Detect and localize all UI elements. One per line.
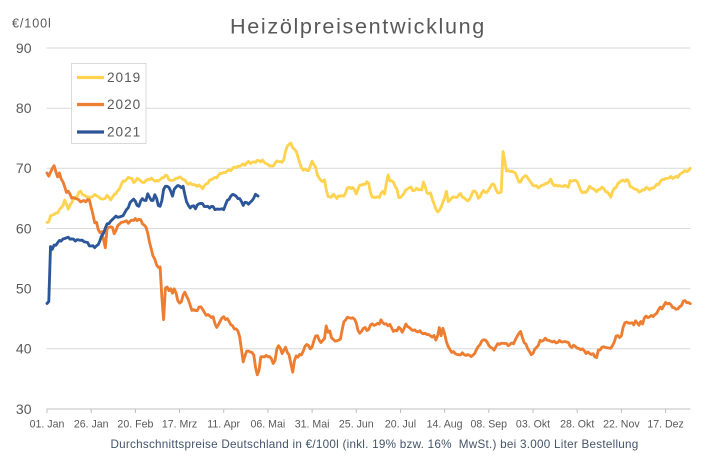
svg-text:30: 30 [16, 401, 32, 417]
svg-text:08. Sep: 08. Sep [471, 419, 508, 431]
svg-text:60: 60 [16, 220, 32, 236]
svg-text:31. Mai: 31. Mai [295, 419, 330, 431]
svg-text:01. Jan: 01. Jan [30, 419, 65, 431]
svg-text:03. Okt: 03. Okt [516, 419, 550, 431]
svg-text:90: 90 [16, 40, 32, 56]
svg-text:28. Okt: 28. Okt [560, 419, 594, 431]
svg-text:Durchschnittspreise Deutschlan: Durchschnittspreise Deutschland in €/100… [110, 438, 638, 451]
svg-text:11. Apr: 11. Apr [207, 419, 240, 431]
svg-text:25. Jun: 25. Jun [339, 419, 374, 431]
svg-text:26. Jan: 26. Jan [74, 419, 109, 431]
svg-text:20. Jul: 20. Jul [385, 419, 416, 431]
svg-text:€/100l: €/100l [12, 16, 52, 30]
svg-text:50: 50 [16, 281, 32, 297]
svg-text:22. Nov: 22. Nov [603, 419, 640, 431]
svg-text:17. Mrz: 17. Mrz [162, 419, 197, 431]
svg-text:2019: 2019 [107, 70, 141, 85]
svg-text:2021: 2021 [107, 125, 141, 140]
svg-text:40: 40 [16, 341, 32, 357]
svg-text:20. Feb: 20. Feb [117, 419, 153, 431]
svg-text:Heizölpreisentwicklung: Heizölpreisentwicklung [230, 13, 486, 38]
svg-text:70: 70 [16, 160, 32, 176]
svg-text:17. Dez: 17. Dez [647, 419, 684, 431]
svg-text:14. Aug: 14. Aug [427, 419, 463, 431]
svg-text:80: 80 [16, 100, 32, 116]
svg-text:06. Mai: 06. Mai [251, 419, 286, 431]
svg-text:2020: 2020 [107, 97, 141, 112]
